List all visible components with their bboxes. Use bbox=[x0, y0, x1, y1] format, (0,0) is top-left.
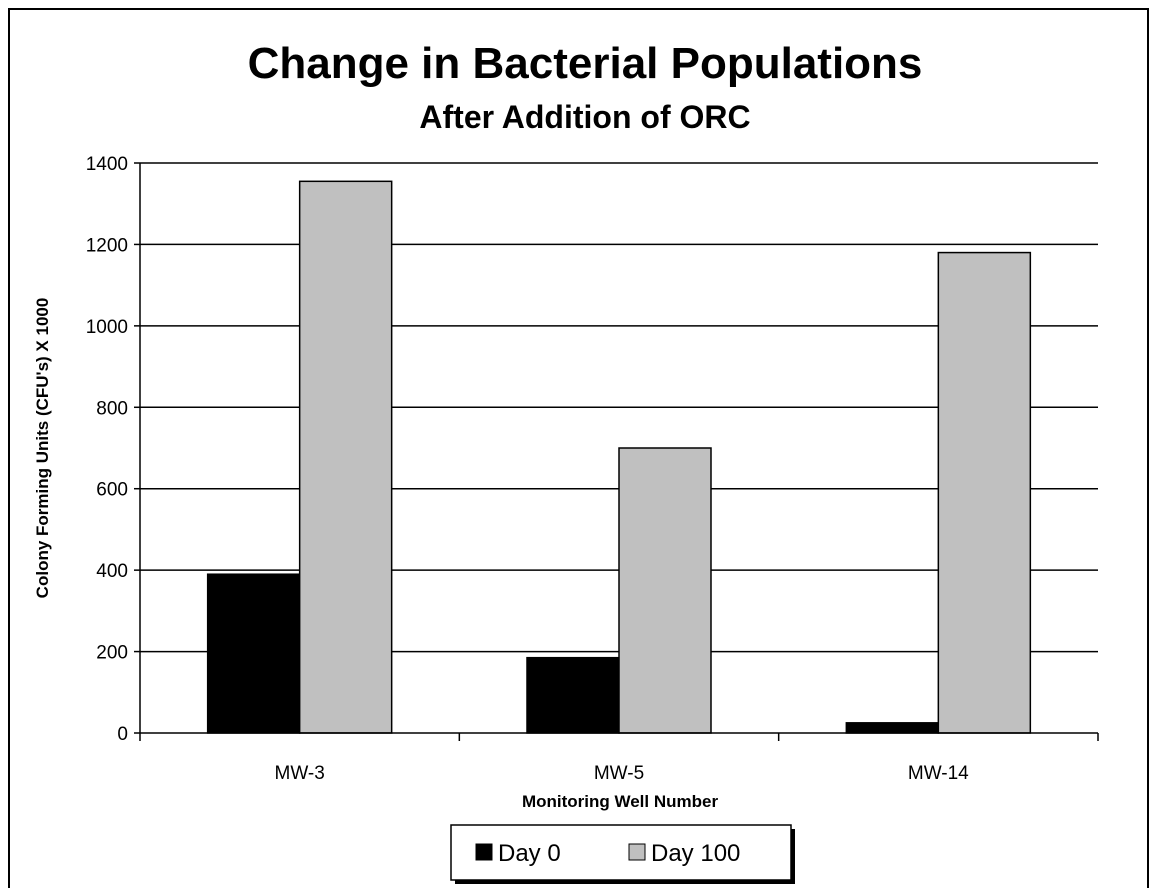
x-tick-label: MW-3 bbox=[275, 763, 325, 784]
legend-label-day-0: Day 0 bbox=[498, 840, 561, 867]
chart-subtitle: After Addition of ORC bbox=[419, 99, 750, 135]
y-tick-label: 400 bbox=[96, 561, 128, 582]
bar-day-100 bbox=[298, 180, 393, 734]
y-tick-label: 600 bbox=[96, 480, 128, 501]
bar-day-0 bbox=[206, 573, 301, 734]
axes: 0 200 400 600 800 1000 1200 1400 MW-3 MW-5 MW-14 bbox=[86, 154, 1099, 784]
x-tick-label: MW-5 bbox=[594, 763, 644, 784]
y-tick-label: 1200 bbox=[86, 235, 128, 256]
y-tick-label: 0 bbox=[117, 724, 128, 745]
legend-label-day-100: Day 100 bbox=[651, 840, 740, 867]
x-axis-title: Monitoring Well Number bbox=[522, 792, 719, 811]
bar-day-100 bbox=[937, 251, 1032, 734]
y-tick-label: 800 bbox=[96, 398, 128, 419]
y-tick-label: 1400 bbox=[86, 154, 128, 175]
legend-swatch-day-100 bbox=[628, 843, 646, 861]
bar-day-0 bbox=[526, 656, 620, 734]
bar-day-100 bbox=[618, 447, 712, 734]
bars bbox=[206, 180, 1032, 734]
y-tick-label: 200 bbox=[96, 643, 128, 664]
y-axis-title: Colony Forming Units (CFU's) X 1000 bbox=[33, 298, 52, 599]
legend: Day 0 Day 100 bbox=[450, 824, 795, 884]
legend-box bbox=[450, 824, 792, 881]
chart-title: Change in Bacterial Populations bbox=[248, 39, 923, 88]
bar-day-0 bbox=[845, 722, 940, 734]
legend-swatch-day-0 bbox=[475, 843, 493, 861]
x-tick-label: MW-14 bbox=[908, 763, 969, 784]
y-tick-label: 1000 bbox=[86, 317, 128, 338]
